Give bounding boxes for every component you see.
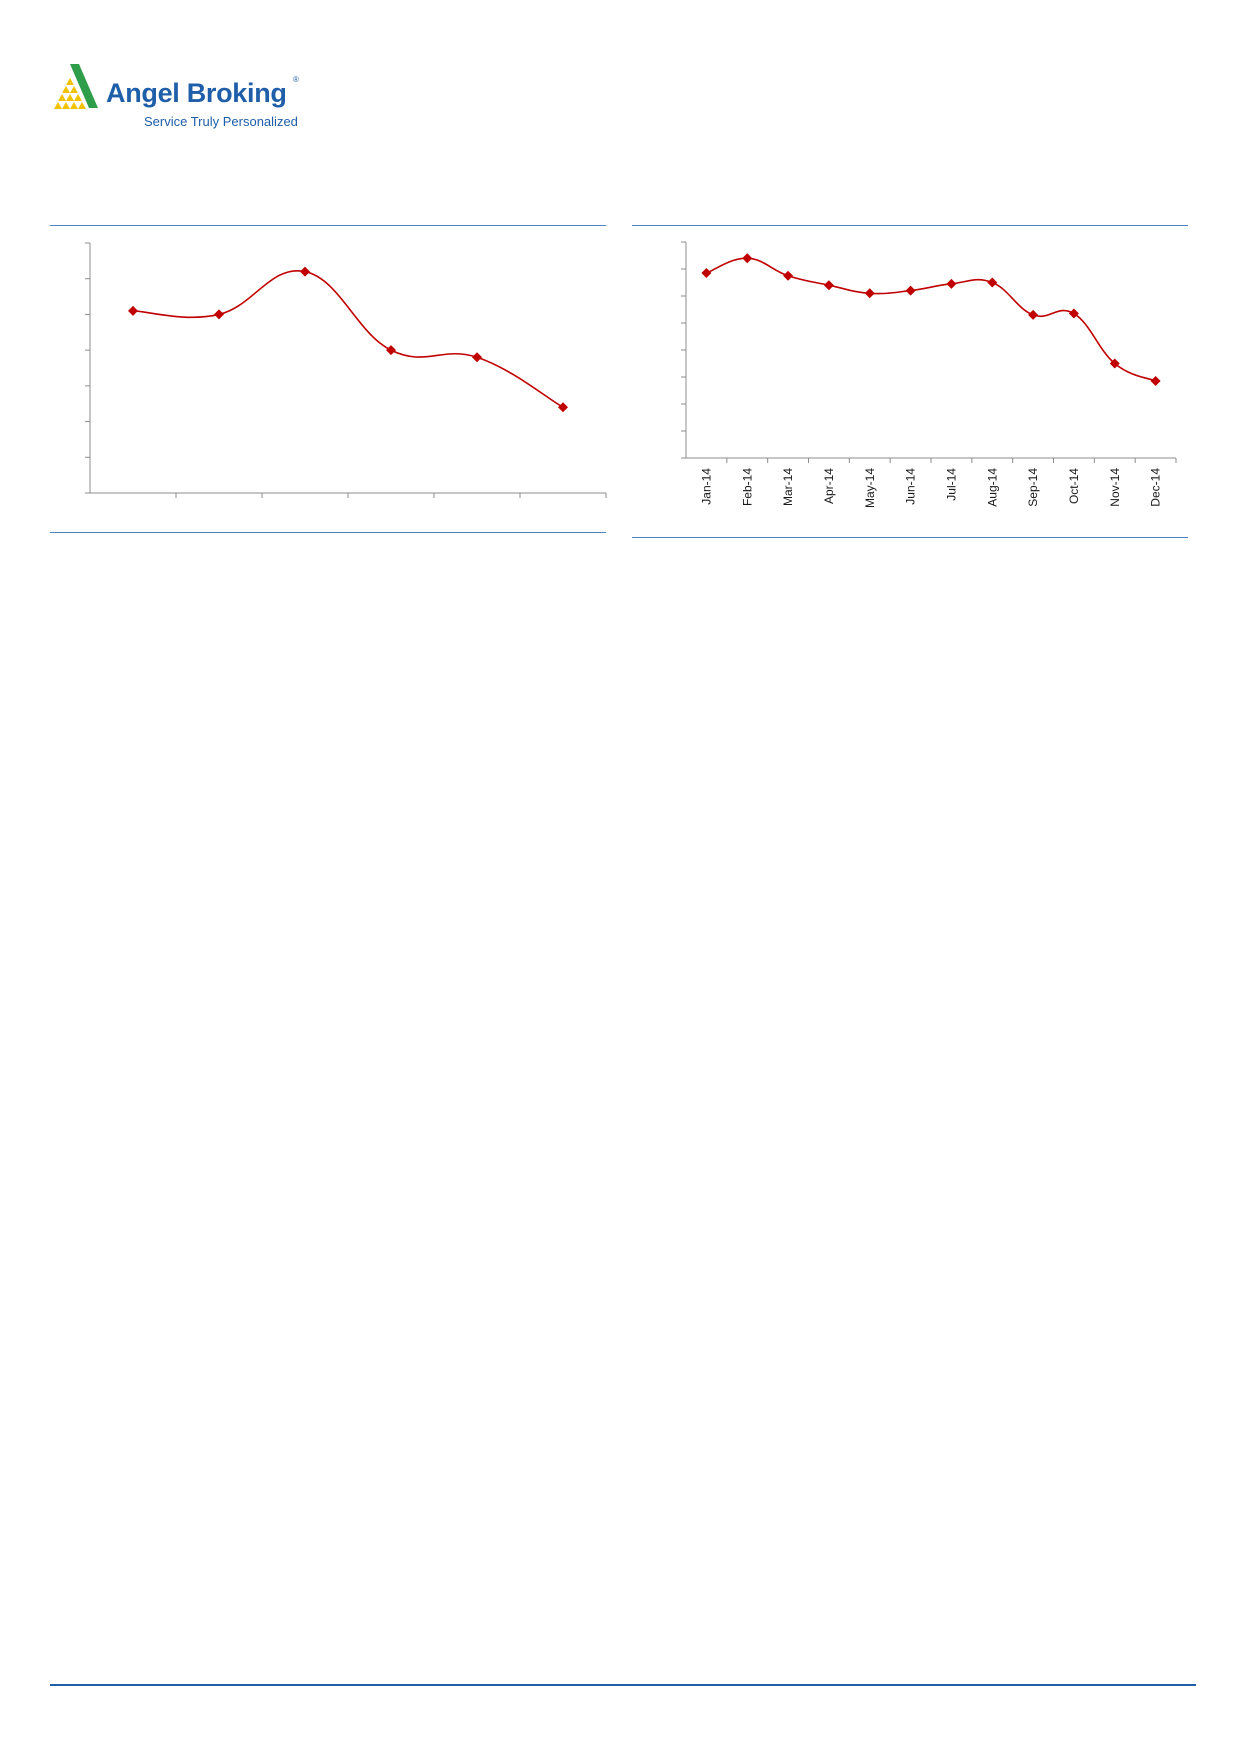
x-tick-label: Jan-14	[699, 468, 713, 505]
data-point-marker	[300, 266, 310, 277]
x-tick-label: Dec-14	[1149, 468, 1163, 507]
angel-pyramid-logo-icon	[54, 64, 98, 109]
panel-top-rule	[632, 225, 1188, 226]
brand-name: Angel Broking	[106, 78, 287, 108]
chart-panel-left	[50, 225, 607, 535]
x-tick-label: Jun-14	[904, 468, 918, 505]
logo-green-stroke	[70, 64, 98, 108]
brand-tagline: Service Truly Personalized	[144, 114, 298, 129]
x-tick-label: Jul-14	[944, 468, 958, 501]
series-line	[706, 257, 1156, 382]
data-point-marker	[1028, 309, 1039, 320]
data-point-marker	[1150, 376, 1161, 387]
data-point-marker	[214, 309, 224, 320]
data-point-marker	[386, 345, 396, 356]
data-point-marker	[987, 277, 998, 288]
data-point-marker	[701, 268, 712, 279]
x-tick-label: Oct-14	[1067, 468, 1081, 504]
x-tick-label: Sep-14	[1026, 468, 1040, 507]
data-point-marker	[946, 278, 957, 289]
data-point-marker	[864, 288, 875, 299]
panel-bottom-rule	[632, 537, 1188, 538]
panel-bottom-rule	[50, 532, 606, 533]
data-point-marker	[905, 285, 916, 296]
footer-rule	[50, 1684, 1196, 1686]
panel-top-rule	[50, 225, 606, 226]
data-point-marker	[742, 253, 753, 264]
x-tick-label: Aug-14	[985, 468, 999, 507]
line-chart-left	[85, 242, 607, 498]
data-point-marker	[823, 280, 834, 291]
x-tick-label: May-14	[863, 468, 877, 508]
data-point-marker	[128, 305, 138, 316]
x-tick-label: Apr-14	[822, 468, 836, 504]
brand-logo: Angel Broking ® Service Truly Personaliz…	[52, 64, 312, 134]
line-chart-monthly: Jan-14 Feb-14 Mar-14 Apr-14 May-14 Jun-14 Jul-…	[681, 241, 1177, 508]
series-line	[132, 269, 564, 408]
data-point-marker	[558, 402, 568, 413]
x-tick-label: Feb-14	[740, 468, 754, 506]
registered-mark: ®	[293, 75, 299, 84]
logo-yellow-triangles	[54, 78, 86, 109]
x-tick-label: Nov-14	[1108, 468, 1122, 507]
x-tick-label: Mar-14	[781, 468, 795, 506]
chart-panel-right: Jan-14 Feb-14 Mar-14 Apr-14 May-14 Jun-14 Jul-…	[632, 225, 1188, 540]
data-point-marker	[783, 270, 794, 281]
data-point-marker	[1068, 308, 1079, 319]
data-point-marker	[1109, 358, 1120, 369]
data-point-marker	[472, 352, 482, 363]
